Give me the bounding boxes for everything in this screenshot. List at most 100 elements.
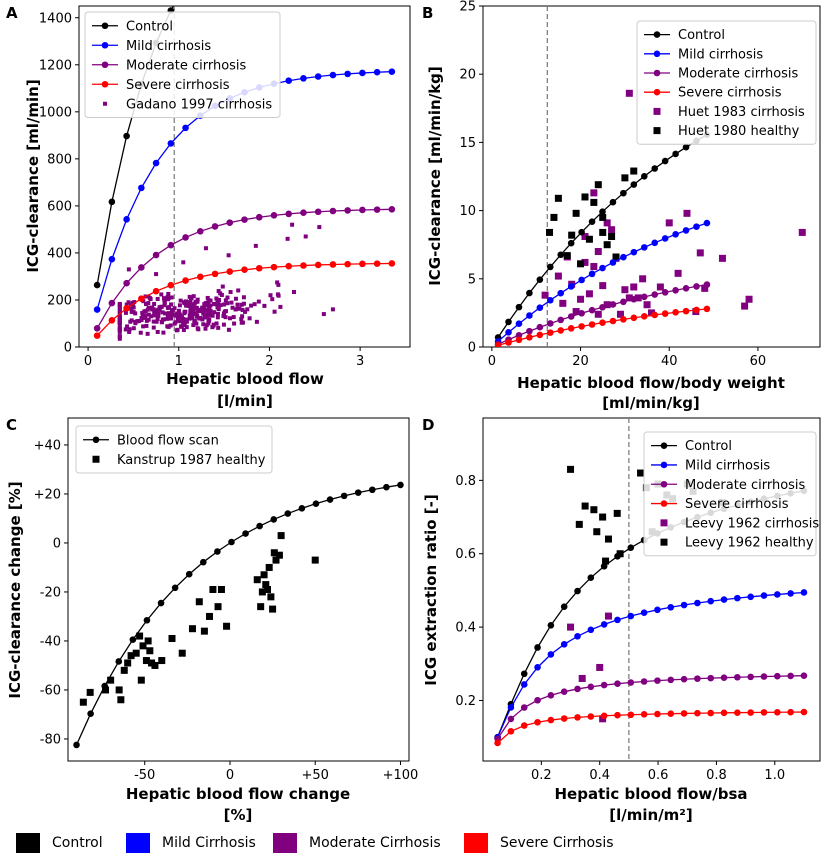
panel-d-line-severe-cirrhosis bbox=[497, 711, 804, 744]
panel-c-legend-box bbox=[75, 425, 273, 474]
panel-d-point-leevy-1962-healthy bbox=[637, 469, 645, 477]
panel-d-marker-severe-cirrhosis bbox=[574, 714, 581, 721]
panel-b-ytick-label: 20 bbox=[459, 68, 476, 83]
panel-a-point-gadano-1997-cirrhosis bbox=[240, 320, 245, 325]
panel-a-point-gadano-1997-cirrhosis bbox=[214, 296, 219, 301]
figure-legend-swatch-moderate bbox=[273, 833, 297, 853]
panel-a-marker-moderate-cirrhosis bbox=[344, 207, 351, 214]
panel-a-point-gadano-1997-cirrhosis bbox=[144, 323, 149, 328]
panel-a-legend-control-marker bbox=[101, 22, 109, 30]
panel-b-point-huet-1983-cirrhosis bbox=[741, 302, 749, 310]
panel-b-marker-mild-cirrhosis bbox=[515, 320, 523, 328]
panel-c-marker-blood-flow-scan bbox=[228, 538, 235, 546]
panel-d-ytick-label: 0.8 bbox=[455, 474, 476, 489]
panel-a-point-gadano-1997-cirrhosis bbox=[237, 306, 242, 311]
panel-a-point-gadano-1997-cirrhosis bbox=[223, 309, 228, 314]
panel-a-marker-severe-cirrhosis bbox=[167, 281, 175, 289]
panel-b-point-huet-1980-healthy bbox=[572, 209, 580, 217]
panel-a-point-gadano-1997-cirrhosis bbox=[155, 296, 160, 301]
panel-b-marker-moderate-cirrhosis bbox=[693, 283, 700, 290]
panel-c-point-kanstrup-1987-healthy bbox=[107, 676, 115, 684]
panel-a-point-gadano-1997-cirrhosis bbox=[303, 234, 308, 239]
panel-a-marker-moderate-cirrhosis bbox=[329, 207, 337, 215]
panel-a-marker-moderate-cirrhosis bbox=[373, 206, 381, 213]
panel-a-xtick-label: 0 bbox=[84, 354, 92, 369]
panel-d-marker-mild-cirrhosis bbox=[600, 621, 608, 628]
panel-b-point-huet-1983-cirrhosis bbox=[656, 283, 664, 291]
panel-a-point-gadano-1997-cirrhosis bbox=[216, 301, 221, 306]
panel-c-ytick-label: +20 bbox=[34, 487, 61, 502]
panel-a-point-gadano-1997-cirrhosis bbox=[164, 296, 169, 301]
panel-b-xtick-label: 0 bbox=[488, 354, 496, 369]
panel-a-marker-mild-cirrhosis bbox=[167, 140, 175, 147]
panel-b-point-huet-1983-cirrhosis bbox=[590, 189, 598, 197]
panel-d-legend-moderate-cirrhosis-label: Moderate cirrhosis bbox=[685, 478, 806, 493]
panel-a-point-gadano-1997-cirrhosis bbox=[117, 336, 122, 341]
panel-c-marker-blood-flow-scan bbox=[185, 570, 193, 578]
panel-b-marker-severe-cirrhosis bbox=[609, 317, 617, 325]
panel-d-legend-mild-cirrhosis-label: Mild cirrhosis bbox=[685, 458, 770, 473]
panel-b-marker-moderate-cirrhosis bbox=[578, 309, 585, 317]
panel-a-point-gadano-1997-cirrhosis bbox=[221, 313, 226, 318]
panel-a-point-gadano-1997-cirrhosis bbox=[188, 309, 193, 314]
panel-a-legend-moderate-cirrhosis-marker bbox=[101, 61, 109, 69]
panel-a-marker-moderate-cirrhosis bbox=[138, 264, 145, 271]
panel-b-point-huet-1983-cirrhosis bbox=[621, 286, 629, 294]
panel-b-marker-control bbox=[557, 251, 565, 259]
panel-a-point-gadano-1997-cirrhosis bbox=[117, 327, 122, 332]
panel-b-marker-moderate-cirrhosis bbox=[536, 323, 544, 331]
panel-d-ytick-label: 0.2 bbox=[455, 694, 476, 709]
panel-a-point-gadano-1997-cirrhosis bbox=[184, 319, 189, 324]
panel-a-point-gadano-1997-cirrhosis bbox=[143, 313, 148, 318]
panel-d-ytick-label: 0.6 bbox=[455, 547, 476, 562]
panel-a-point-gadano-1997-cirrhosis bbox=[194, 312, 199, 317]
panel-c-line-blood-flow-scan bbox=[75, 484, 401, 746]
panel-c-marker-blood-flow-scan bbox=[298, 505, 306, 512]
panel-d-xtick-label: 0.8 bbox=[706, 768, 727, 783]
panel-a-point-gadano-1997-cirrhosis bbox=[195, 314, 200, 319]
panel-a-point-gadano-1997-cirrhosis bbox=[199, 307, 204, 312]
panel-d-point-leevy-1962-cirrhosis bbox=[604, 612, 612, 620]
panel-a-point-gadano-1997-cirrhosis bbox=[117, 316, 122, 321]
panel-b-marker-moderate-cirrhosis bbox=[588, 306, 596, 314]
panel-a-point-gadano-1997-cirrhosis bbox=[270, 297, 275, 302]
panel-a-point-gadano-1997-cirrhosis bbox=[215, 298, 220, 303]
panel-a-point-gadano-1997-cirrhosis bbox=[159, 304, 164, 309]
panel-a-point-gadano-1997-cirrhosis bbox=[216, 305, 221, 310]
panel-a-point-gadano-1997-cirrhosis bbox=[131, 305, 136, 310]
panel-b-marker-severe-cirrhosis bbox=[661, 310, 669, 317]
panel-b-marker-severe-cirrhosis bbox=[599, 319, 606, 327]
panel-d-marker-severe-cirrhosis bbox=[560, 715, 568, 722]
panel-a-marker-moderate-cirrhosis bbox=[182, 234, 189, 241]
panel-a-point-gadano-1997-cirrhosis bbox=[191, 323, 196, 328]
panel-b-point-huet-1983-cirrhosis bbox=[683, 209, 691, 217]
panel-d-marker-control bbox=[587, 574, 595, 581]
panel-a-point-gadano-1997-cirrhosis bbox=[212, 310, 217, 315]
panel-a-marker-mild-cirrhosis bbox=[373, 68, 381, 76]
panel-a-point-gadano-1997-cirrhosis bbox=[142, 309, 147, 314]
panel-a-point-gadano-1997-cirrhosis bbox=[222, 302, 227, 307]
panel-a-point-gadano-1997-cirrhosis bbox=[218, 303, 223, 308]
panel-c-xtick-label: +50 bbox=[302, 768, 329, 783]
panel-a-marker-mild-cirrhosis bbox=[285, 77, 293, 85]
panel-a-point-gadano-1997-cirrhosis bbox=[187, 313, 192, 318]
panel-d-marker-severe-cirrhosis bbox=[667, 710, 675, 718]
panel-c-point-kanstrup-1987-healthy bbox=[117, 696, 125, 704]
panel-d-marker-moderate-cirrhosis bbox=[734, 673, 741, 681]
panel-a-ytick-label: 1200 bbox=[39, 58, 72, 73]
panel-d-axes-frame bbox=[482, 417, 821, 762]
panel-d-legend-leevy-1962-healthy-label: Leevy 1962 healthy bbox=[685, 536, 814, 551]
panel-d-marker-moderate-cirrhosis bbox=[787, 672, 794, 680]
panel-a-point-gadano-1997-cirrhosis bbox=[187, 294, 192, 299]
panel-d-marker-mild-cirrhosis bbox=[574, 633, 581, 640]
panel-a-point-gadano-1997-cirrhosis bbox=[161, 330, 166, 335]
panel-b-marker-moderate-cirrhosis bbox=[609, 301, 617, 308]
panel-a-point-gadano-1997-cirrhosis bbox=[117, 334, 122, 339]
panel-b-xlabel-line1: Hepatic blood flow/body weight bbox=[517, 374, 785, 392]
panel-c-point-kanstrup-1987-healthy bbox=[265, 563, 273, 571]
panel-d-point-leevy-1962-healthy bbox=[590, 506, 598, 514]
panel-a-ytick-label: 400 bbox=[47, 246, 72, 261]
panel-a-xtick-label: 2 bbox=[265, 354, 273, 369]
panel-a-point-gadano-1997-cirrhosis bbox=[249, 303, 254, 308]
panel-c-marker-blood-flow-scan bbox=[369, 486, 376, 494]
